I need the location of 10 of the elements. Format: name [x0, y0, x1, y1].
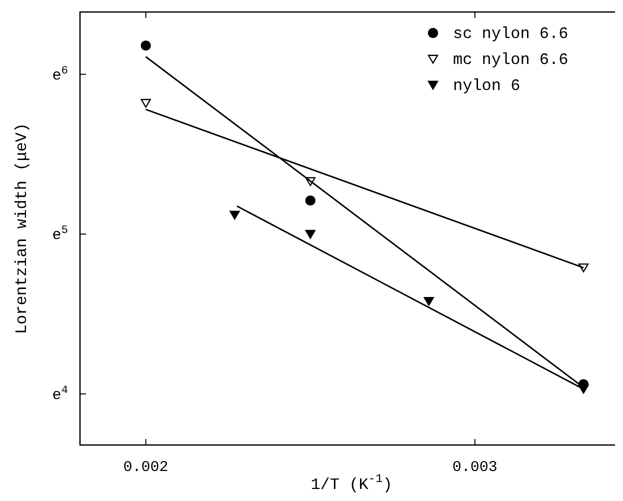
- y-tick-label: e$^{4}$: [52, 384, 68, 404]
- x-tick-label: 0.002: [123, 459, 168, 476]
- x-tick-label: 0.003: [452, 459, 498, 476]
- legend-label: mc nylon 6.6: [453, 51, 568, 69]
- legend-label: nylon 6: [453, 77, 520, 95]
- x-axis-title: 1/T (K$^{-1}$): [310, 472, 392, 494]
- legend-label: sc nylon 6.6: [453, 25, 568, 43]
- y-tick-label: e$^{5}$: [52, 225, 68, 244]
- y-tick-label: e$^{6}$: [52, 65, 68, 84]
- y-axis-title: Lorentzian width (μeV): [13, 122, 31, 334]
